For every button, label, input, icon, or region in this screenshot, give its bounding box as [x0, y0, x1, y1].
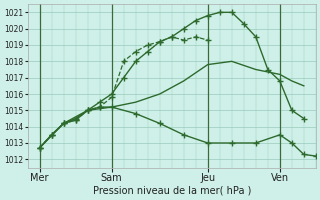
X-axis label: Pression niveau de la mer( hPa ): Pression niveau de la mer( hPa ): [92, 186, 251, 196]
